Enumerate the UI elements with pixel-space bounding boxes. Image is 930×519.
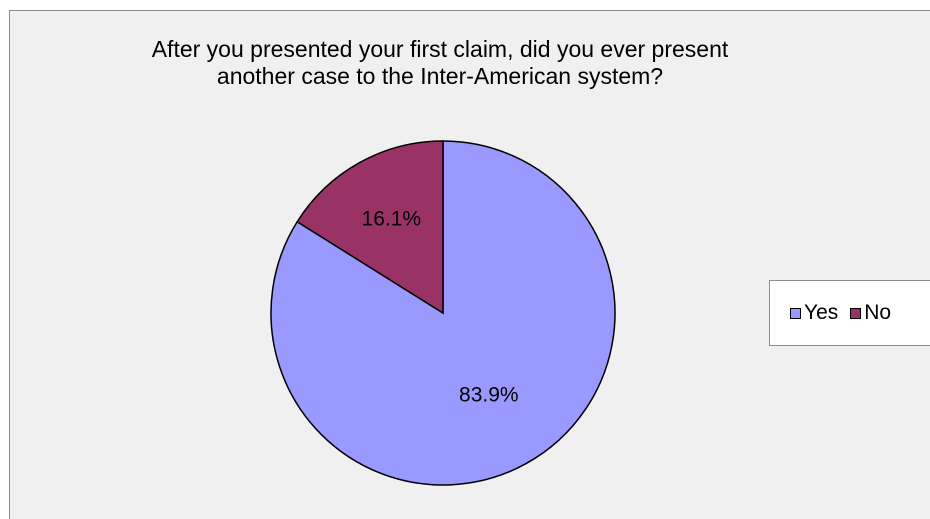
legend-label-yes: Yes bbox=[804, 301, 839, 324]
chart-title-line-2: another case to the Inter-American syste… bbox=[216, 63, 664, 89]
chart-title-line-1: After you presented your first claim, di… bbox=[151, 36, 729, 62]
legend-item-no: No bbox=[850, 301, 891, 325]
data-label-yes: 83.9% bbox=[459, 383, 519, 406]
chart-title: After you presented your first claim, di… bbox=[0, 36, 880, 90]
legend-item-yes: Yes bbox=[790, 301, 838, 325]
pie-slice-yes bbox=[270, 140, 616, 486]
legend-swatch-yes bbox=[790, 307, 801, 319]
legend: Yes No bbox=[769, 280, 930, 346]
pie-slice-no bbox=[296, 140, 444, 315]
data-label-no: 16.1% bbox=[362, 207, 422, 230]
legend-swatch-no bbox=[850, 307, 862, 319]
legend-label-no: No bbox=[864, 301, 892, 324]
